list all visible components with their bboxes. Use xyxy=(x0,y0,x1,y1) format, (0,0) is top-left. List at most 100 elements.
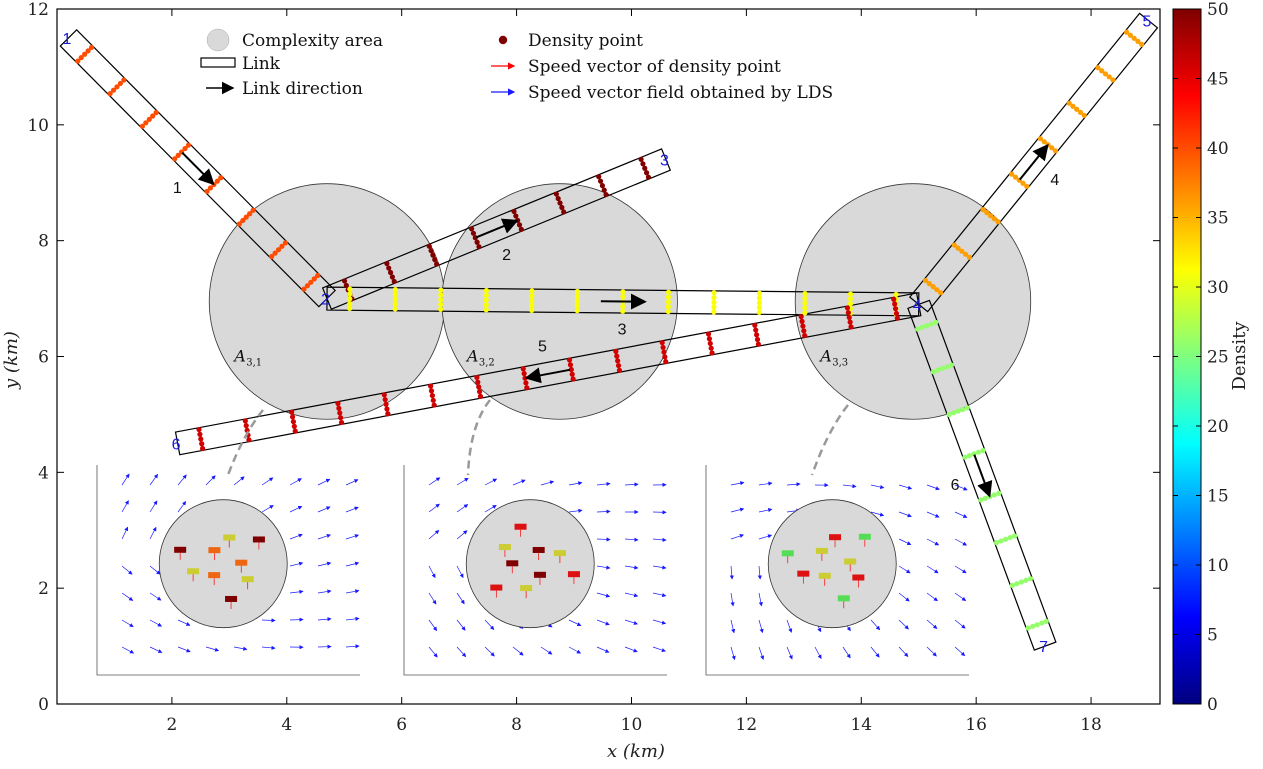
y-tick-label: 10 xyxy=(27,116,49,136)
density-point xyxy=(336,405,342,411)
density-point xyxy=(557,200,563,206)
y-tick-label: 8 xyxy=(38,232,49,252)
density-point xyxy=(150,113,156,119)
density-point xyxy=(529,297,535,304)
density-point xyxy=(756,290,763,296)
density-point xyxy=(387,269,394,276)
density-point xyxy=(438,301,444,308)
vector-field-arrow xyxy=(870,646,880,658)
density-point xyxy=(1127,32,1133,38)
density-point xyxy=(951,410,957,416)
density-point xyxy=(1095,65,1101,71)
density-point xyxy=(197,431,203,437)
link-direction-arrows: 1 2 3 4 5 6 xyxy=(173,143,1059,498)
legend-density-point-icon xyxy=(498,35,508,45)
inset-density-cluster xyxy=(208,547,221,554)
density-point xyxy=(1077,109,1084,115)
link-direction-arrow-1 xyxy=(181,151,215,186)
y-tick-label: 12 xyxy=(27,0,49,20)
density-point xyxy=(755,341,761,347)
density-point xyxy=(711,294,717,301)
inset-density-cluster xyxy=(829,534,842,541)
density-point xyxy=(236,221,242,227)
vector-field-arrow xyxy=(954,511,968,518)
density-point xyxy=(948,362,955,368)
inset-connector-1 xyxy=(226,409,264,476)
density-point xyxy=(290,419,297,425)
legend-label-speed-red: Speed vector of density point xyxy=(528,57,781,77)
vector-field-arrow xyxy=(540,480,555,486)
density-point xyxy=(1012,533,1018,539)
density-point xyxy=(1037,136,1044,142)
legend-complexity-icon xyxy=(206,28,230,52)
density-point xyxy=(566,357,573,363)
inset-density-cluster xyxy=(837,595,850,602)
density-point xyxy=(665,289,672,295)
node-label-3: 3 xyxy=(660,153,669,170)
density-point xyxy=(431,402,437,408)
density-point xyxy=(275,247,282,253)
vector-field-arrow xyxy=(730,646,736,661)
density-point xyxy=(800,323,806,329)
density-point xyxy=(991,492,997,498)
density-point xyxy=(85,48,91,54)
inset-complexity-area-2 xyxy=(465,499,595,629)
density-point xyxy=(88,44,95,51)
vector-field-arrow xyxy=(898,565,911,574)
density-point xyxy=(754,332,760,338)
density-point xyxy=(1041,139,1047,145)
density-point xyxy=(847,291,854,297)
vector-field-arrow xyxy=(926,484,940,491)
density-point xyxy=(243,423,249,429)
density-point xyxy=(1025,625,1031,631)
density-point xyxy=(289,409,295,415)
vector-field-arrow xyxy=(652,565,667,570)
density-point xyxy=(996,490,1002,496)
vector-field-arrow xyxy=(596,537,611,542)
vector-field-arrow xyxy=(730,481,745,486)
density-point xyxy=(555,195,561,202)
density-point xyxy=(521,370,527,377)
vector-field-arrow xyxy=(842,646,851,659)
density-point xyxy=(301,286,307,292)
density-point xyxy=(75,58,81,64)
density-point xyxy=(616,367,623,373)
vector-field-arrow xyxy=(456,646,467,658)
vector-field-arrow xyxy=(624,646,638,653)
density-point xyxy=(114,84,120,90)
link-6 xyxy=(907,299,1057,651)
link-4 xyxy=(908,12,1159,313)
density-point xyxy=(1135,38,1141,44)
density-point xyxy=(289,414,296,420)
vector-field-arrow xyxy=(926,538,940,546)
vector-field-arrow xyxy=(596,481,611,487)
complexity-area-label-1: A xyxy=(232,346,246,365)
density-point xyxy=(107,91,113,97)
density-point xyxy=(847,301,854,307)
vector-field-arrow xyxy=(261,645,276,650)
vector-field-arrow xyxy=(149,592,162,601)
density-point xyxy=(711,299,717,305)
inset-axes-2 xyxy=(403,465,667,676)
density-point xyxy=(599,183,605,189)
vector-field-arrow xyxy=(729,565,734,580)
density-point xyxy=(930,369,936,375)
density-point xyxy=(199,445,206,452)
vector-field-arrow xyxy=(624,592,639,598)
density-point xyxy=(567,362,574,368)
vector-field-arrow xyxy=(428,503,440,513)
density-point xyxy=(246,437,252,443)
node-labels: 1 2 3 4 5 6 7 xyxy=(62,14,1152,656)
vector-field-arrow xyxy=(233,646,248,651)
density-point xyxy=(665,299,671,305)
vector-field-arrow xyxy=(289,505,303,513)
vector-field-arrow xyxy=(596,592,611,598)
density-point xyxy=(1099,68,1105,74)
density-point xyxy=(991,216,997,222)
density-point xyxy=(426,243,432,249)
density-point xyxy=(978,497,984,503)
density-point xyxy=(1024,183,1030,189)
inset-density-cluster xyxy=(815,547,828,554)
density-point xyxy=(553,191,559,197)
node-label-5: 5 xyxy=(1143,14,1152,31)
